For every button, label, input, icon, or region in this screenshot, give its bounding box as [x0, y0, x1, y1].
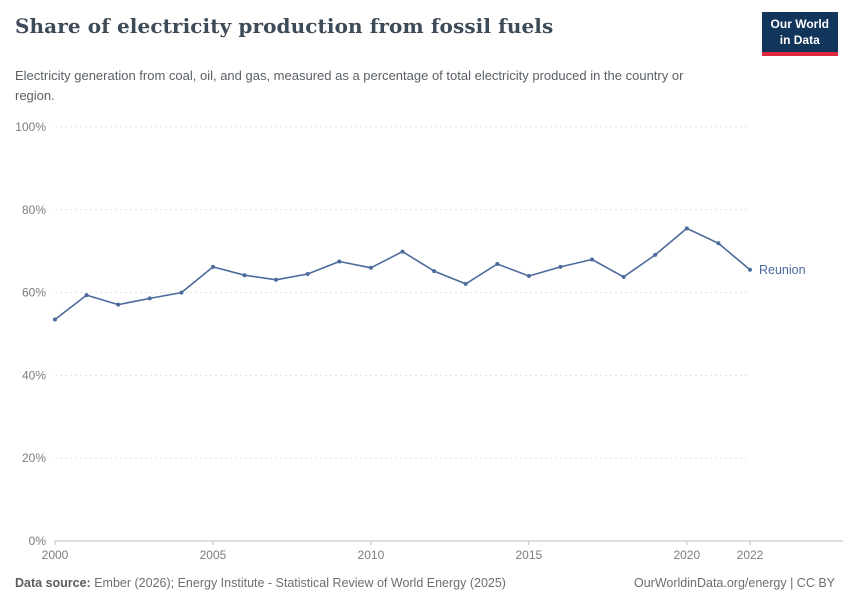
line-chart[interactable]: 0% 20% 40% 60% 80% 100% 2000 2005 2010 2015 2020 20…: [0, 109, 850, 567]
x-axis-tick-label: 2000: [42, 548, 69, 562]
data-point: [116, 302, 121, 307]
y-axis-tick-label: 60%: [22, 286, 46, 300]
data-point: [53, 317, 57, 322]
data-point: [274, 277, 279, 282]
y-axis-tick-label: 0%: [29, 534, 47, 548]
data-point: [400, 249, 405, 254]
chart-area: 0% 20% 40% 60% 80% 100% 2000 2005 2010 2015 2020 20…: [0, 109, 850, 572]
data-point: [242, 273, 247, 278]
owid-logo[interactable]: Our World in Data: [761, 12, 838, 57]
chart-header: Share of electricity production from fos…: [0, 0, 850, 57]
x-axis-tick-label: 2020: [673, 548, 700, 562]
data-point: [337, 259, 342, 264]
data-point: [84, 293, 89, 298]
data-point: [463, 282, 468, 287]
page-title: Share of electricity production from fos…: [15, 14, 554, 38]
data-point: [526, 274, 531, 279]
y-axis-tick-label: 40%: [22, 369, 46, 383]
data-point: [147, 296, 152, 301]
data-point: [305, 272, 310, 277]
series-label: Reunion: [759, 263, 806, 277]
data-point: [179, 290, 184, 295]
data-point: [495, 262, 500, 267]
data-point: [590, 257, 594, 262]
data-source-text: Ember (2026); Energy Institute - Statist…: [94, 576, 506, 590]
owid-link[interactable]: OurWorldinData.org/energy | CC BY: [633, 576, 835, 590]
data-point: [653, 253, 658, 258]
y-axis-tick-label: 80%: [22, 203, 46, 217]
chart-subtitle: Electricity generation from coal, oil, a…: [15, 68, 684, 103]
y-axis-tick-label: 100%: [15, 120, 46, 134]
x-axis-tick-label: 2010: [358, 548, 385, 562]
x-axis-tick-label: 2022: [737, 548, 764, 562]
owid-logo-line1: Our World: [770, 17, 829, 31]
data-point: [432, 269, 437, 274]
data-point: [684, 226, 689, 231]
chart-footer: Data source: Ember (2026); Energy Instit…: [0, 576, 850, 590]
y-axis-tick-label: 20%: [22, 451, 46, 465]
data-point: [716, 241, 721, 246]
owid-logo-line2: in Data: [779, 32, 820, 47]
data-point: [368, 265, 373, 270]
data-point: [621, 275, 626, 280]
data-source: Data source: Ember (2026); Energy Instit…: [15, 576, 506, 590]
x-axis-tick-label: 2015: [516, 548, 543, 562]
data-point: [748, 267, 752, 272]
data-source-label: Data source:: [15, 576, 91, 590]
data-point: [558, 265, 563, 270]
data-point: [211, 265, 215, 270]
line-series: [54, 227, 751, 321]
x-axis-tick-label: 2005: [200, 548, 227, 562]
